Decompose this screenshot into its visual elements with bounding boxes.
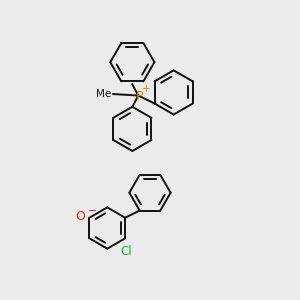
- Text: −: −: [88, 206, 97, 216]
- Text: Cl: Cl: [120, 245, 132, 258]
- Text: Me: Me: [96, 89, 111, 99]
- Text: P: P: [135, 91, 143, 103]
- Text: O: O: [75, 210, 85, 223]
- Text: +: +: [142, 84, 151, 94]
